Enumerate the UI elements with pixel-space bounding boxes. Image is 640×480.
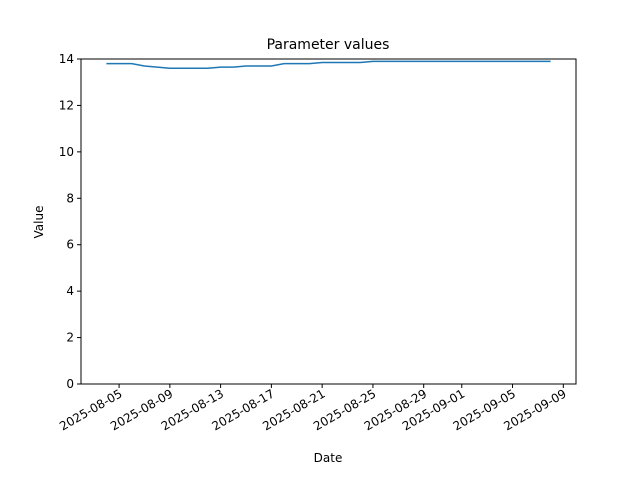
y-tick-label: 8 xyxy=(66,191,74,205)
x-axis-label: Date xyxy=(314,451,343,465)
y-tick-label: 6 xyxy=(66,238,74,252)
y-axis-label: Value xyxy=(32,206,46,239)
chart-title: Parameter values xyxy=(267,37,390,53)
y-tick-label: 10 xyxy=(59,145,74,159)
y-tick-label: 4 xyxy=(66,284,74,298)
data-line xyxy=(106,60,551,70)
y-tick-label: 2 xyxy=(66,331,74,345)
y-tick-label: 14 xyxy=(59,52,74,66)
plot-frame xyxy=(80,58,577,385)
y-tick-label: 12 xyxy=(59,98,74,112)
y-tick-label: 0 xyxy=(66,377,74,391)
